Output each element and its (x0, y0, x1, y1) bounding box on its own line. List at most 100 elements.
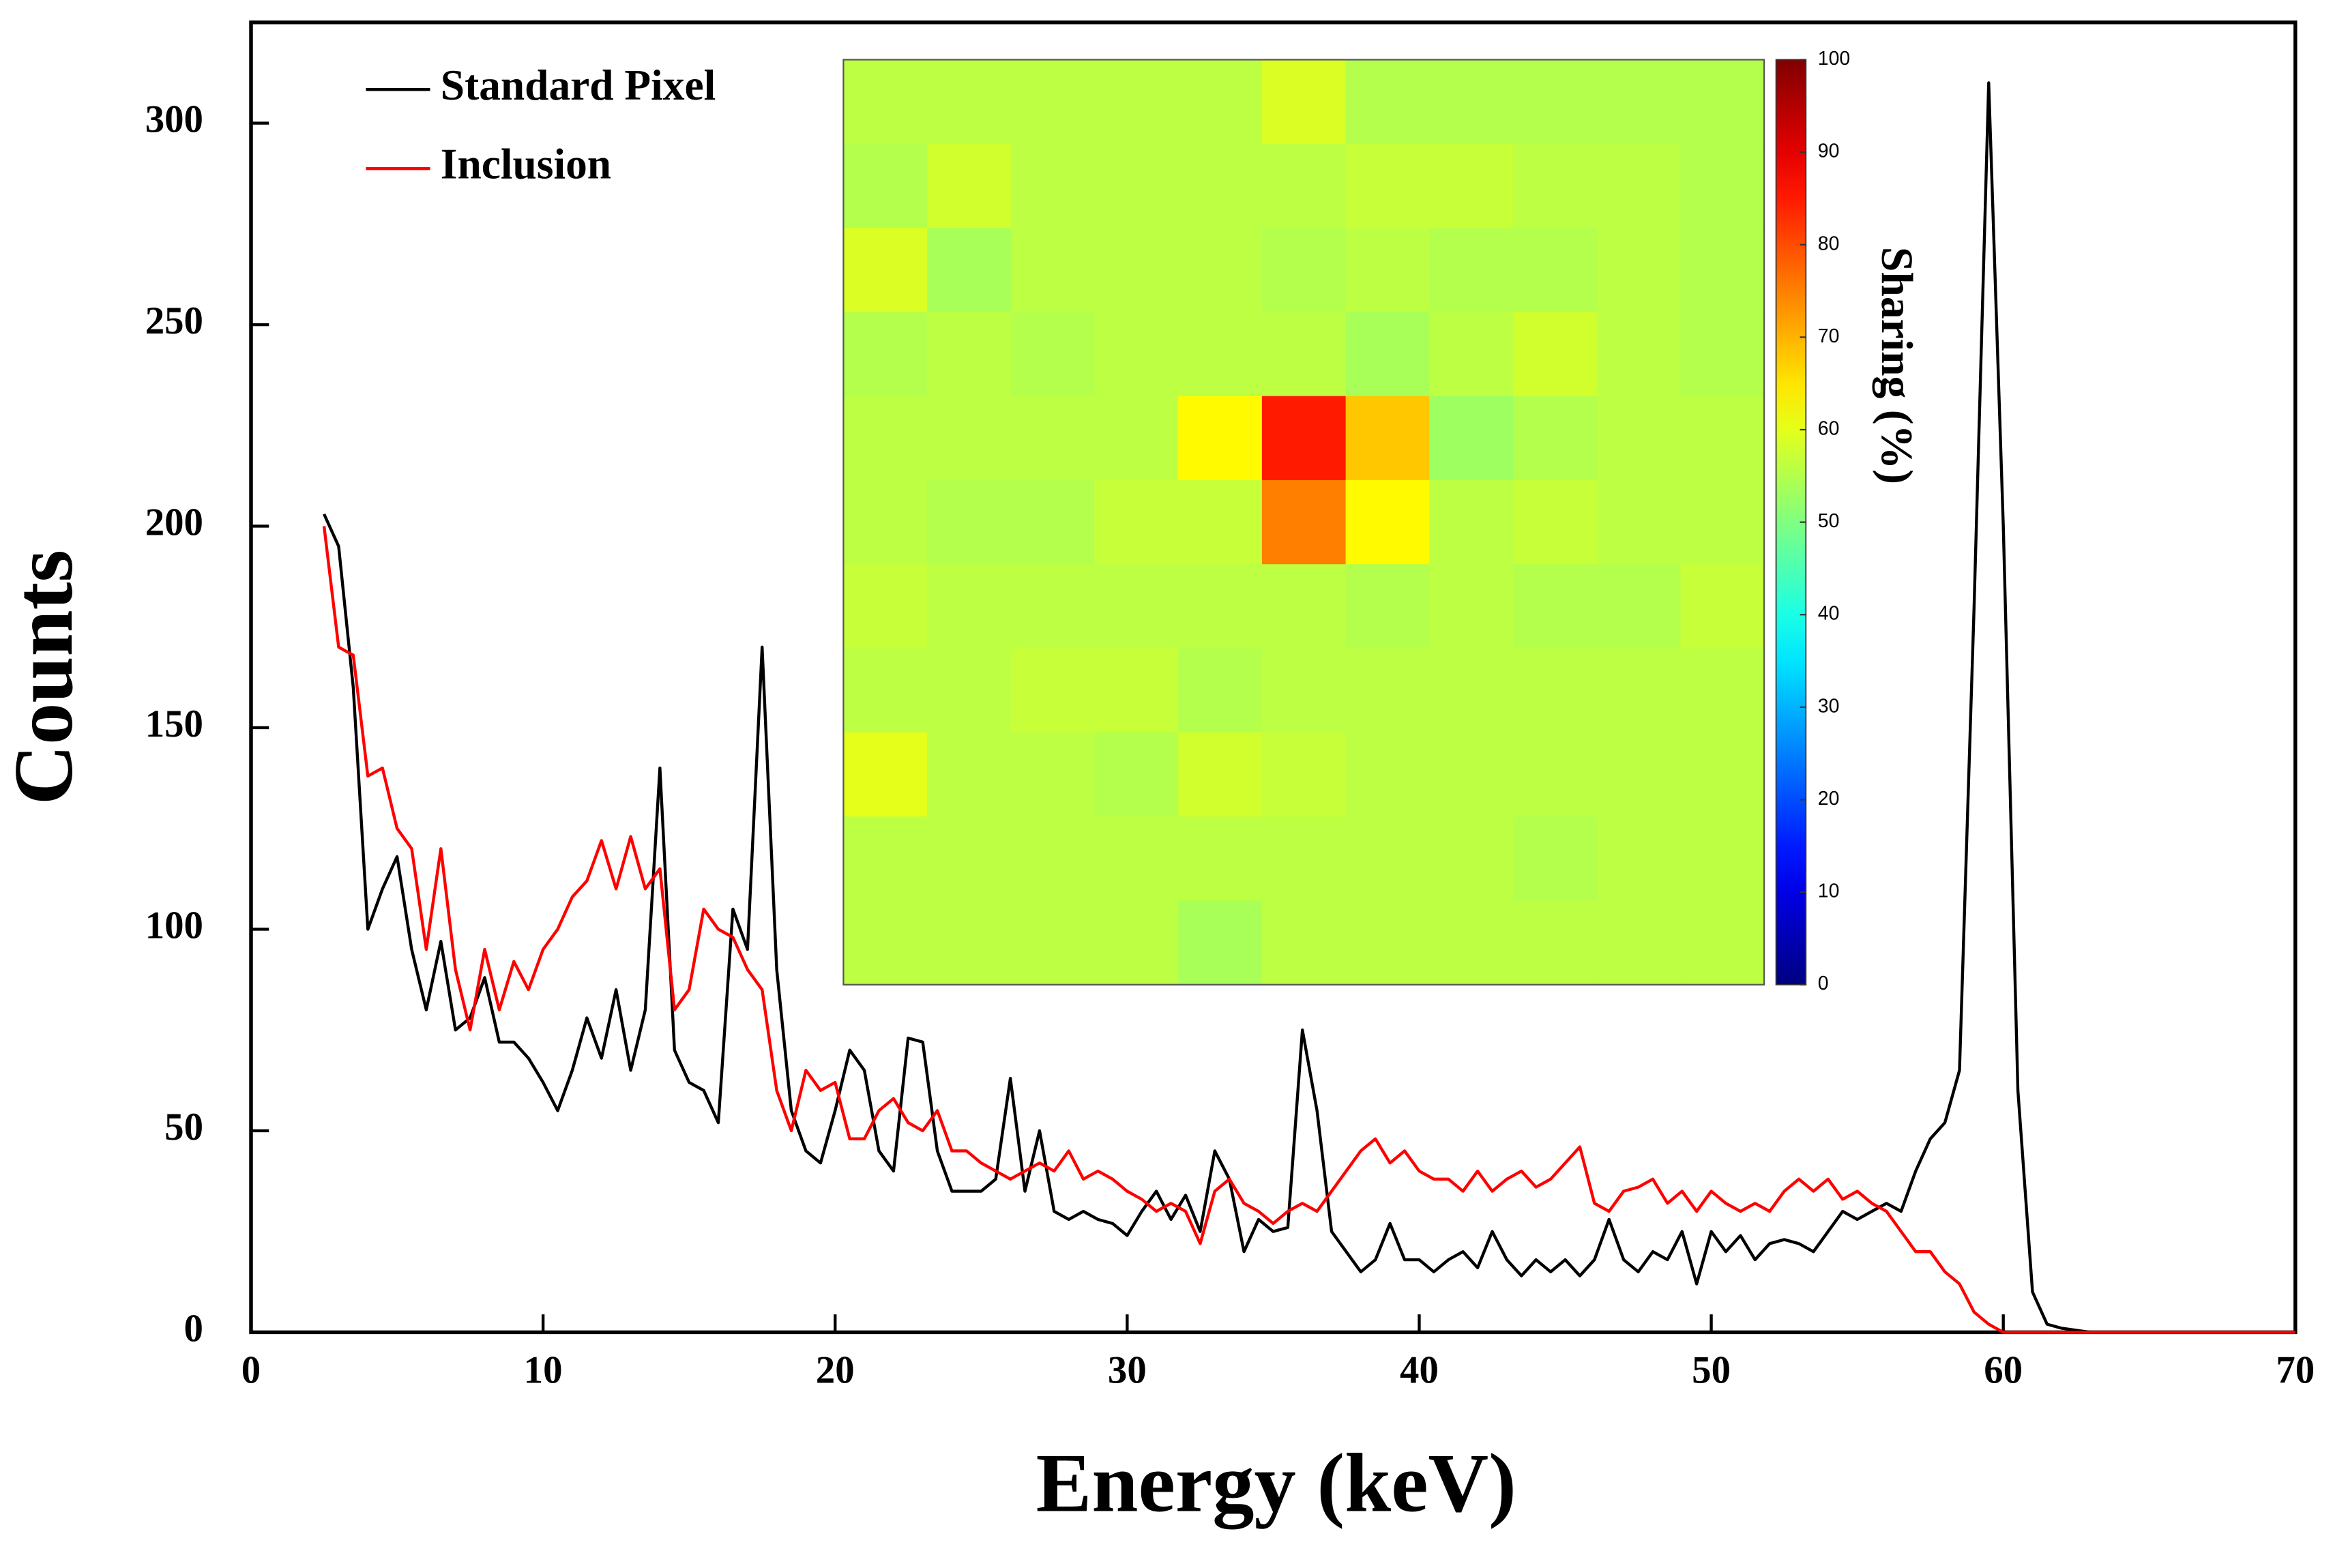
x-tick-label: 50 (1692, 1349, 1731, 1392)
y-tick-label: 0 (184, 1307, 203, 1350)
heatmap-cell (1010, 479, 1096, 565)
heatmap-cell (1345, 732, 1430, 818)
heatmap-cell (1178, 228, 1263, 313)
heatmap-cell (1345, 143, 1430, 229)
y-tick-label: 150 (145, 702, 203, 745)
heatmap-cell (1178, 816, 1263, 902)
heatmap-cell (927, 732, 1012, 818)
heatmap-cell (1261, 479, 1347, 565)
plot-frame (249, 20, 2298, 1335)
heatmap-cell (1094, 648, 1179, 733)
y-tick-label: 250 (145, 299, 203, 342)
colorbar-tick-label: 70 (1818, 325, 1840, 347)
heatmap-cell (1094, 900, 1179, 986)
heatmap-cell (1010, 816, 1096, 902)
legend-label: Inclusion (441, 140, 611, 188)
x-tick-label: 10 (524, 1349, 563, 1392)
heatmap-cell (927, 900, 1012, 986)
heatmap-cell (1680, 59, 1765, 145)
heatmap-cell (1429, 228, 1514, 313)
heatmap-cell (927, 59, 1012, 145)
heatmap-cell (1429, 564, 1514, 649)
heatmap-cell (1596, 564, 1682, 649)
heatmap-cell (927, 143, 1012, 229)
heatmap-cell (1094, 816, 1179, 902)
x-tick-label: 60 (1984, 1349, 2023, 1392)
heatmap-cell (1261, 732, 1347, 818)
heatmap-cell (1094, 479, 1179, 565)
heatmap-frame (842, 59, 1765, 986)
heatmap-cell (1429, 900, 1514, 986)
x-tick-label: 0 (241, 1349, 261, 1392)
heatmap-cell (1680, 816, 1765, 902)
heatmap-cell (1596, 648, 1682, 733)
heatmap-cell (1596, 479, 1682, 565)
heatmap-cell (1596, 732, 1682, 818)
heatmap-cell (1345, 228, 1430, 313)
heatmap-cell (1680, 312, 1765, 397)
heatmap-cell (1010, 732, 1096, 818)
heatmap-cell (1596, 143, 1682, 229)
heatmap-cell (927, 564, 1012, 649)
heatmap-cell (843, 564, 928, 649)
heatmap-cell (1512, 312, 1598, 397)
heatmap-cell (927, 228, 1012, 313)
heatmap-cell (1680, 648, 1765, 733)
heatmap-cell (1680, 228, 1765, 313)
heatmap-cell (927, 648, 1012, 733)
heatmap-cell (1261, 59, 1347, 145)
colorbar-tick-label: 90 (1818, 140, 1840, 162)
heatmap-cell (843, 479, 928, 565)
heatmap-cell (1178, 900, 1263, 986)
heatmap-cell (1178, 648, 1263, 733)
heatmap-cell (1429, 396, 1514, 482)
heatmap-cell (1178, 312, 1263, 397)
heatmap-cell (1094, 564, 1179, 649)
heatmap-cell (1094, 732, 1179, 818)
heatmap-cell (1512, 143, 1598, 229)
colorbar-tick-label: 100 (1818, 48, 1850, 70)
heatmap-cell (1512, 396, 1598, 482)
heatmap-cell (1596, 228, 1682, 313)
heatmap-cell (1429, 648, 1514, 733)
heatmap-cell (1094, 312, 1179, 397)
heatmap-cell (1261, 648, 1347, 733)
heatmap-cell (843, 143, 928, 229)
heatmap-cell (1261, 228, 1347, 313)
heatmap-cell (1010, 59, 1096, 145)
heatmap-cell (1345, 648, 1430, 733)
heatmap-cell (1429, 143, 1514, 229)
heatmap-cell (1596, 900, 1682, 986)
heatmap-cell (843, 396, 928, 482)
colorbar-tick-label: 0 (1818, 973, 1829, 994)
heatmap-cell (1680, 900, 1765, 986)
heatmap-cell (1680, 564, 1765, 649)
heatmap-cell (1345, 479, 1430, 565)
y-axis-label: Counts (0, 550, 90, 805)
heatmap-cell (1680, 396, 1765, 482)
heatmap-cell (927, 479, 1012, 565)
colorbar-tick-label: 40 (1818, 603, 1840, 625)
colorbar-label: Sharing (%) (1872, 247, 1921, 484)
heatmap-cell (1010, 564, 1096, 649)
heatmap-cell (1178, 59, 1263, 145)
heatmap-cell (1094, 59, 1179, 145)
heatmap-cell (1345, 396, 1430, 482)
heatmap-cell (1680, 143, 1765, 229)
heatmap-cell (1512, 564, 1598, 649)
heatmap-cell (1429, 59, 1514, 145)
colorbar-tick-label: 30 (1818, 695, 1840, 717)
series-line (322, 526, 2295, 1334)
y-tick-label: 50 (164, 1106, 203, 1149)
heatmap-cell (1010, 143, 1096, 229)
heatmap-cell (1010, 228, 1096, 313)
heatmap-cell (843, 59, 928, 145)
heatmap-cell (843, 228, 928, 313)
heatmap-cell (1680, 479, 1765, 565)
heatmap-cell (927, 816, 1012, 902)
series-line (323, 81, 2295, 1334)
heatmap-cell (1429, 312, 1514, 397)
colorbar-tick-label: 10 (1818, 881, 1840, 902)
heatmap-cell (1178, 143, 1263, 229)
